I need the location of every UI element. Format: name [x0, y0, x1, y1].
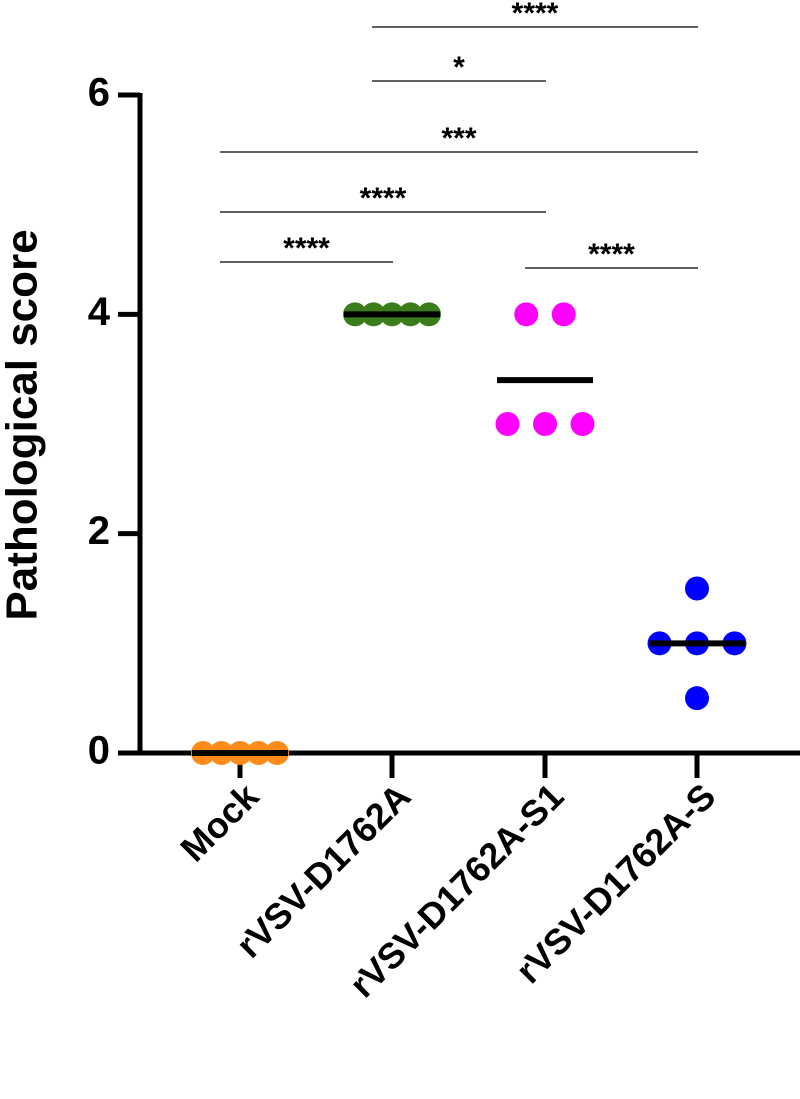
data-point [685, 576, 709, 601]
significance-label: **** [360, 182, 407, 215]
data-point [495, 412, 520, 436]
data-point [514, 302, 539, 327]
data-point [533, 412, 557, 436]
x-tick-label: Mock [172, 775, 267, 870]
data-point [551, 302, 576, 327]
y-axis-label: Pathological score [0, 229, 47, 620]
y-tick-label: 0 [88, 729, 110, 773]
significance-label: * [453, 51, 465, 84]
significance-label: **** [283, 232, 330, 265]
y-tick-label: 4 [88, 290, 111, 334]
significance-label: *** [441, 122, 476, 155]
y-tick-label: 6 [88, 71, 110, 115]
significance-label: **** [588, 238, 635, 271]
significance-label: **** [512, 0, 559, 30]
data-point [685, 686, 709, 711]
data-point [570, 412, 595, 436]
y-tick-label: 2 [88, 509, 110, 553]
